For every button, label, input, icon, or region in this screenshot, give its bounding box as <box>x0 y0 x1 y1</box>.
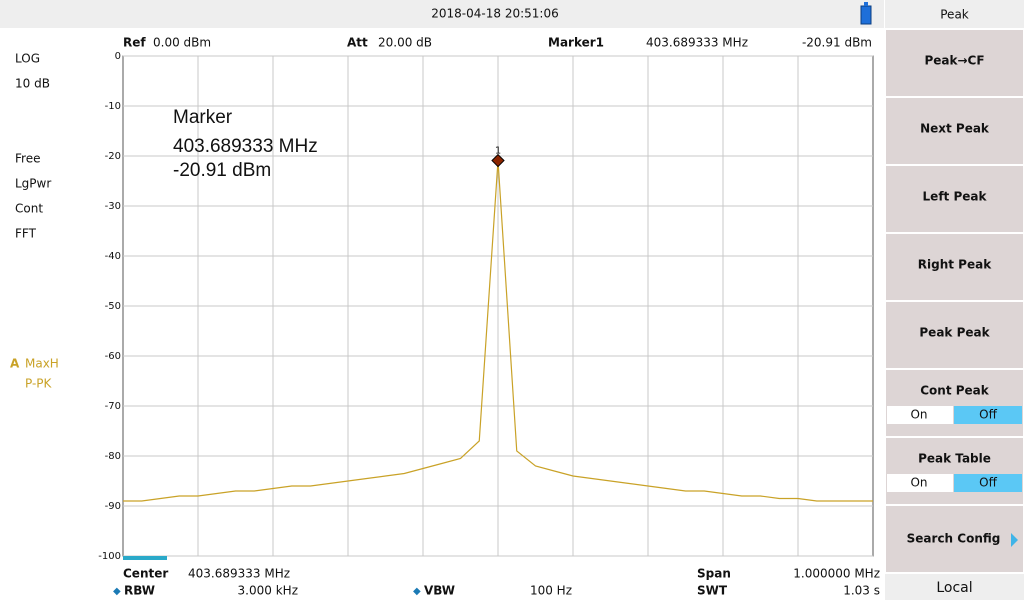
toggle-off-bg[interactable] <box>954 474 1022 492</box>
y-tick-label: -30 <box>105 201 121 212</box>
menu-title-bg <box>885 0 1024 28</box>
menu-button-label: Right Peak <box>918 258 992 272</box>
att-label: Att <box>347 36 368 50</box>
span-value: 1.000000 MHz <box>793 567 880 581</box>
local-label: Local <box>936 580 972 596</box>
scale: LOG <box>15 52 40 66</box>
y-tick-label: -90 <box>105 501 121 512</box>
y-tick-label: -70 <box>105 401 121 412</box>
menu-button-label: Peak Peak <box>919 326 990 340</box>
battery-icon <box>860 5 872 25</box>
menu-button[interactable] <box>886 506 1023 572</box>
span-label: Span <box>697 567 731 581</box>
menu-button-label: Peak→CF <box>924 54 984 68</box>
att-value: 20.00 dB <box>378 36 432 50</box>
menu-button-label: Search Config <box>907 532 1001 546</box>
mode: LgPwr <box>15 177 51 191</box>
vbw-value: 100 Hz <box>530 584 572 598</box>
y-tick-label: -100 <box>98 551 121 562</box>
marker-label: 1 <box>495 146 501 157</box>
y-tick-label: -50 <box>105 301 121 312</box>
annotation: Marker <box>173 107 233 128</box>
toggle-on: On <box>910 408 927 422</box>
menu-button[interactable] <box>886 98 1023 164</box>
swt-value: 1.03 s <box>843 584 880 598</box>
toggle-on: On <box>910 476 927 490</box>
vbw-icon: ◆ <box>413 586 421 597</box>
toggle-off: Off <box>979 476 997 490</box>
y-tick-label: -20 <box>105 151 121 162</box>
trace-mode: MaxH <box>25 357 59 371</box>
toggle-button[interactable] <box>886 370 1023 436</box>
vbw-label: VBW <box>424 584 455 598</box>
toggle-label: Cont Peak <box>920 384 990 398</box>
ref-value: 0.00 dBm <box>153 36 211 50</box>
menu-button-label: Left Peak <box>923 190 988 204</box>
submenu-arrow <box>1011 533 1018 547</box>
rbw-label: RBW <box>124 584 155 598</box>
toggle-on-bg[interactable] <box>887 474 953 492</box>
scroll-indicator <box>123 556 167 560</box>
marker-level: -20.91 dBm <box>802 36 872 50</box>
annotation: -20.91 dBm <box>173 160 271 181</box>
rbw-value: 3.000 kHz <box>238 584 298 598</box>
toggle-off: Off <box>979 408 997 422</box>
datetime: 2018-04-18 20:51:06 <box>431 7 558 21</box>
mode: Free <box>15 152 40 166</box>
annotation: 403.689333 MHz <box>173 136 318 157</box>
trace-id: A <box>10 357 20 371</box>
y-tick-label: -80 <box>105 451 121 462</box>
mode: FFT <box>15 227 37 241</box>
ref-label: Ref <box>123 36 146 50</box>
menu-button[interactable] <box>886 234 1023 300</box>
menu-button[interactable] <box>886 302 1023 368</box>
y-tick-label: -40 <box>105 251 121 262</box>
marker-freq: 403.689333 MHz <box>646 36 748 50</box>
y-tick-label: -60 <box>105 351 121 362</box>
toggle-on-bg[interactable] <box>887 406 953 424</box>
menu-button-label: Next Peak <box>920 122 990 136</box>
toggle-label: Peak Table <box>918 452 991 466</box>
marker-label: Marker1 <box>548 36 604 50</box>
local-bg[interactable] <box>885 574 1024 600</box>
toggle-button[interactable] <box>886 438 1023 504</box>
center-label: Center <box>123 567 168 581</box>
center-value: 403.689333 MHz <box>188 567 290 581</box>
battery-tip <box>864 2 868 6</box>
y-tick-label: 0 <box>115 51 121 62</box>
scale-div: 10 dB <box>15 77 50 91</box>
status-bar <box>0 0 884 28</box>
menu-button[interactable] <box>886 30 1023 96</box>
marker <box>491 153 505 168</box>
swt-label: SWT <box>697 584 728 598</box>
y-tick-label: -10 <box>105 101 121 112</box>
menu-title: Peak <box>940 8 969 22</box>
mode: Cont <box>15 202 43 216</box>
toggle-off-bg[interactable] <box>954 406 1022 424</box>
detector: P-PK <box>25 377 53 391</box>
rbw-icon: ◆ <box>113 586 121 597</box>
menu-button[interactable] <box>886 166 1023 232</box>
